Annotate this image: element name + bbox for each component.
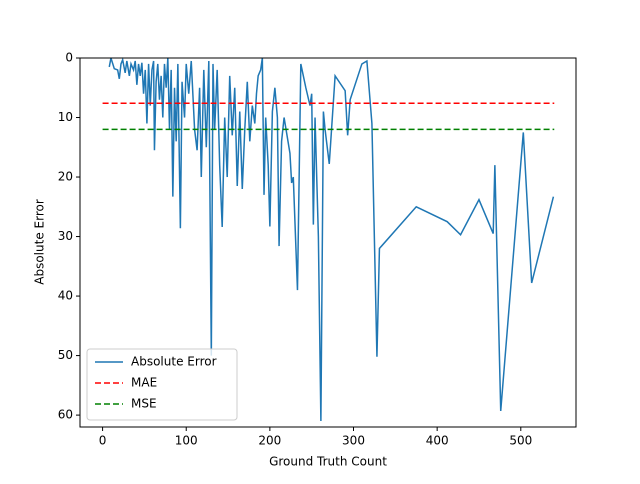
x-tick-label: 500 — [509, 434, 532, 448]
y-tick-label: 50 — [58, 348, 73, 362]
y-tick-label: 20 — [58, 170, 73, 184]
y-tick-label: 40 — [58, 289, 73, 303]
data-line — [108, 57, 555, 422]
x-tick-label: 400 — [426, 434, 449, 448]
x-tick-label: 100 — [175, 434, 198, 448]
plot-frame — [79, 57, 577, 428]
legend — [86, 348, 238, 421]
y-axis-label: Absolute Error — [33, 199, 47, 285]
x-axis-label: Ground Truth Count — [269, 455, 387, 469]
y-tick-label: 60 — [58, 408, 73, 422]
legend-label: MSE — [131, 397, 157, 411]
x-tick-label: 200 — [258, 434, 281, 448]
legend-label: MAE — [131, 376, 157, 390]
y-tick-label: 0 — [65, 51, 73, 65]
legend-label: Absolute Error — [131, 355, 217, 369]
x-tick-label: 300 — [342, 434, 365, 448]
y-tick-label: 10 — [58, 110, 73, 124]
y-tick-label: 30 — [58, 229, 73, 243]
x-tick-label: 0 — [99, 434, 107, 448]
